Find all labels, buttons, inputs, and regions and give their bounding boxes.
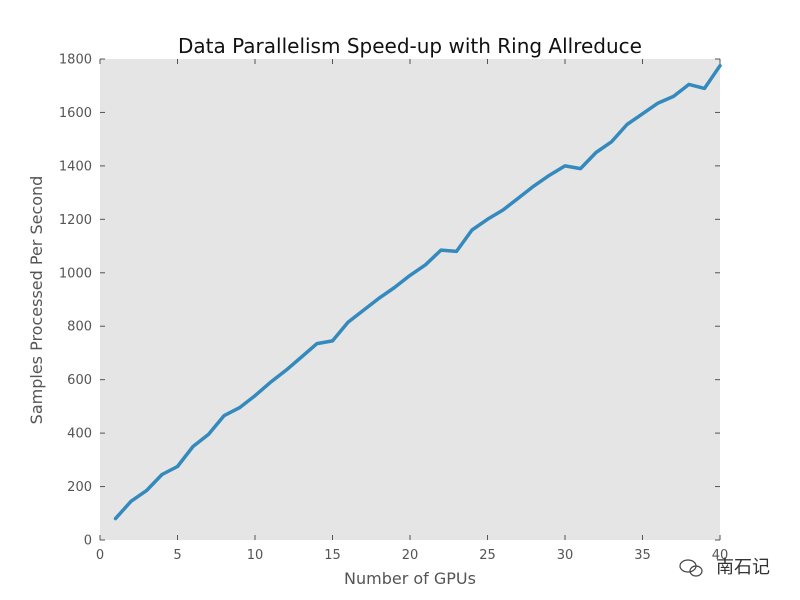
x-tick-label: 35: [634, 548, 651, 563]
watermark: 南石记: [679, 557, 770, 578]
data-point: [377, 297, 381, 300]
data-point: [331, 339, 334, 343]
y-axis-label: Samples Processed Per Second: [27, 176, 46, 425]
data-point: [579, 167, 582, 170]
x-tick-label: 20: [402, 548, 419, 563]
data-point: [315, 342, 319, 345]
x-tick-label: 15: [324, 548, 341, 563]
data-point: [470, 228, 474, 232]
chart-title: Data Parallelism Speed-up with Ring Allr…: [178, 34, 642, 58]
data-point: [393, 286, 396, 289]
y-tick-label: 600: [67, 373, 92, 388]
y-tick-label: 1000: [59, 266, 92, 281]
data-point: [439, 248, 443, 252]
y-tick-label: 1600: [59, 106, 92, 121]
data-point: [408, 274, 412, 277]
y-tick-label: 1400: [59, 159, 92, 174]
data-point: [703, 87, 706, 90]
y-tick-label: 0: [84, 534, 92, 549]
data-point: [160, 473, 164, 476]
y-tick-label: 1200: [59, 213, 92, 228]
y-tick-label: 200: [67, 480, 92, 495]
data-point: [672, 95, 675, 98]
data-point: [641, 112, 644, 116]
data-point: [455, 250, 458, 253]
data-point: [346, 321, 350, 324]
x-tick-label: 10: [247, 548, 264, 563]
data-point: [176, 465, 179, 468]
x-axis-label: Number of GPUs: [344, 569, 476, 588]
x-tick-label: 0: [96, 548, 104, 563]
y-axis: 0 200 400 600 800 1000 1200 1400 1600 1800: [59, 53, 720, 549]
data-point: [563, 164, 567, 168]
data-point: [191, 445, 195, 448]
data-point: [548, 174, 551, 177]
data-point: [253, 394, 257, 397]
y-tick-label: 800: [67, 320, 92, 335]
data-point: [610, 140, 613, 143]
series-layer: [113, 63, 722, 521]
data-point: [238, 406, 241, 409]
y-tick-label: 400: [67, 427, 92, 442]
x-tick-label: 30: [557, 548, 574, 563]
y-tick-label: 1800: [59, 53, 92, 68]
series-line-0: [113, 63, 722, 521]
plot-background: [100, 59, 720, 540]
data-point: [114, 517, 117, 520]
data-point: [269, 381, 272, 384]
data-point: [532, 184, 536, 188]
wechat-icon: [679, 559, 703, 577]
data-point: [145, 489, 148, 492]
data-point: [517, 196, 520, 200]
x-tick-label: 5: [173, 548, 181, 563]
data-point: [501, 208, 505, 212]
data-point: [284, 369, 288, 372]
watermark-text: 南石记: [716, 557, 770, 578]
data-point: [625, 123, 629, 126]
data-point: [129, 500, 133, 503]
x-tick-label: 40: [712, 548, 729, 563]
data-point: [687, 83, 691, 86]
data-point: [222, 414, 226, 417]
data-point: [486, 218, 489, 221]
data-point: [300, 355, 303, 359]
data-point: [656, 101, 660, 105]
x-axis: 0 5 10 15 20 25 30 35 40: [96, 59, 728, 563]
x-tick-label: 25: [479, 548, 496, 563]
data-point: [424, 263, 427, 266]
data-point: [594, 151, 598, 154]
data-point: [362, 309, 365, 312]
data-point: [207, 433, 210, 436]
data-point: [718, 64, 722, 67]
